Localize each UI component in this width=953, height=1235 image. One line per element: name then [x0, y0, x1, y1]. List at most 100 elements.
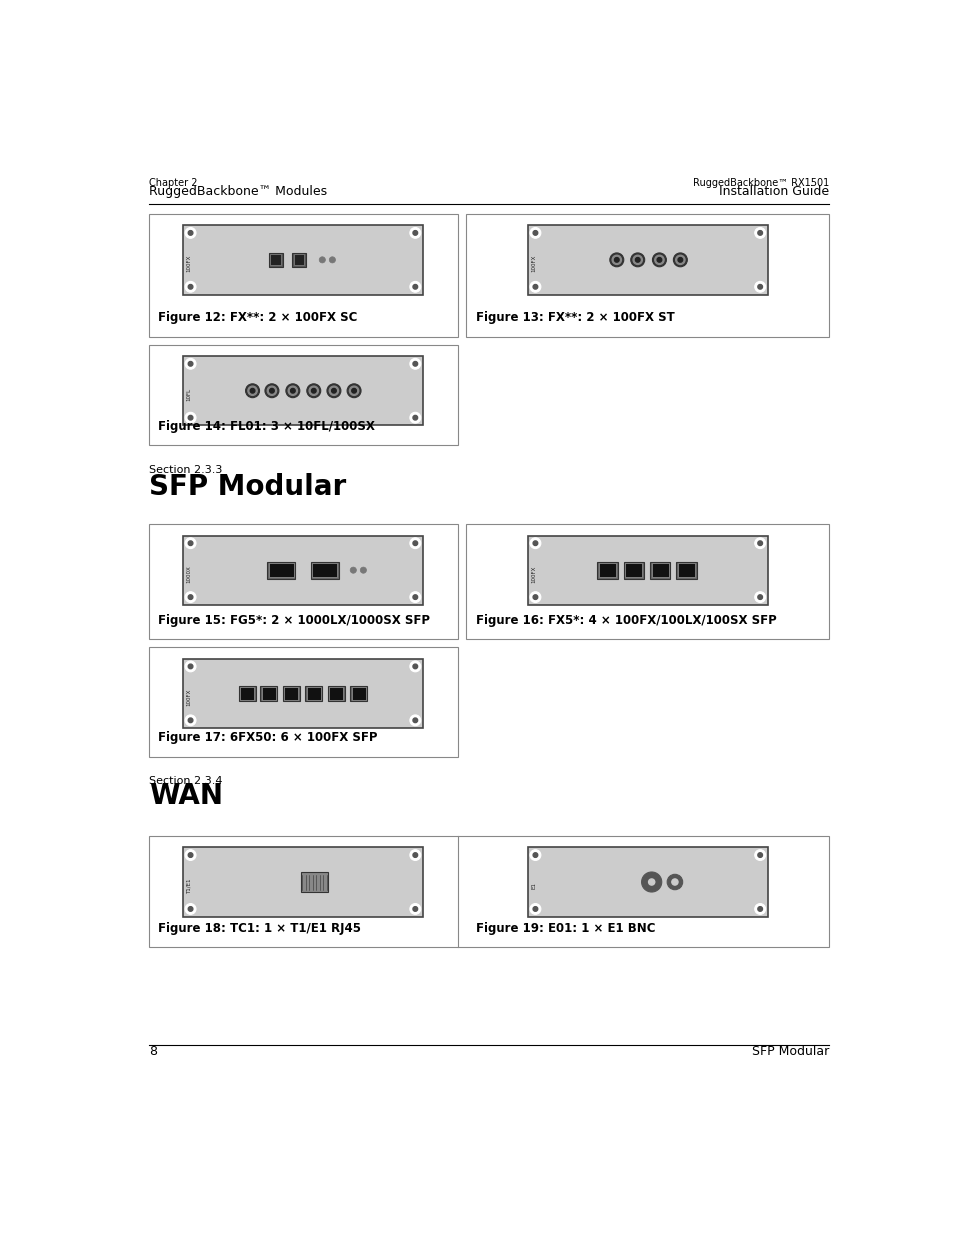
Text: T1/E1: T1/E1 — [187, 878, 192, 894]
Circle shape — [360, 567, 366, 573]
Bar — [183, 536, 422, 605]
Bar — [270, 254, 281, 266]
Bar — [329, 687, 343, 699]
Circle shape — [329, 257, 335, 263]
Circle shape — [311, 389, 315, 393]
Circle shape — [533, 541, 537, 546]
Circle shape — [185, 412, 195, 424]
Circle shape — [410, 592, 420, 603]
Bar — [238, 685, 255, 701]
Circle shape — [757, 852, 761, 857]
Bar — [292, 253, 306, 267]
Circle shape — [188, 906, 193, 911]
Text: Figure 19: E01: 1 × E1 BNC: Figure 19: E01: 1 × E1 BNC — [476, 923, 655, 935]
Circle shape — [612, 256, 620, 264]
Circle shape — [185, 227, 195, 238]
Circle shape — [291, 389, 294, 393]
Circle shape — [413, 415, 417, 420]
Circle shape — [288, 387, 297, 395]
Circle shape — [754, 537, 765, 548]
Circle shape — [185, 715, 195, 726]
Circle shape — [185, 661, 195, 672]
Text: 100FX: 100FX — [531, 254, 536, 273]
Bar — [678, 563, 695, 577]
Bar — [598, 563, 616, 577]
Circle shape — [673, 253, 686, 267]
Bar — [183, 225, 422, 294]
Text: Figure 16: FX5*: 4 × 100FX/100LX/100SX SFP: Figure 16: FX5*: 4 × 100FX/100LX/100SX S… — [476, 614, 776, 627]
Circle shape — [185, 850, 195, 861]
Circle shape — [754, 592, 765, 603]
Circle shape — [188, 362, 193, 366]
Circle shape — [410, 412, 420, 424]
Bar — [269, 563, 294, 577]
FancyBboxPatch shape — [465, 214, 828, 337]
Circle shape — [188, 541, 193, 546]
Circle shape — [250, 389, 254, 393]
Circle shape — [633, 256, 641, 264]
Text: Section 2.3.3: Section 2.3.3 — [149, 466, 222, 475]
Bar — [267, 562, 294, 579]
Circle shape — [185, 904, 195, 914]
Circle shape — [671, 879, 678, 885]
Bar — [183, 658, 422, 727]
Circle shape — [188, 718, 193, 722]
Text: E1: E1 — [531, 883, 536, 889]
Circle shape — [657, 258, 661, 262]
Bar — [260, 685, 277, 701]
Text: Installation Guide: Installation Guide — [719, 185, 828, 199]
Bar — [183, 847, 422, 916]
Circle shape — [533, 284, 537, 289]
Text: WAN: WAN — [149, 783, 222, 810]
Circle shape — [678, 258, 682, 262]
Bar — [352, 687, 365, 699]
Circle shape — [410, 715, 420, 726]
Bar — [527, 847, 767, 916]
Text: 8: 8 — [149, 1045, 156, 1058]
Circle shape — [188, 595, 193, 599]
Bar — [649, 562, 670, 579]
Circle shape — [413, 852, 417, 857]
Text: Figure 17: 6FX50: 6 × 100FX SFP: Figure 17: 6FX50: 6 × 100FX SFP — [158, 731, 377, 745]
Circle shape — [270, 389, 274, 393]
Circle shape — [641, 872, 661, 892]
Circle shape — [245, 384, 259, 398]
Circle shape — [329, 387, 338, 395]
Bar — [300, 872, 328, 892]
Bar — [240, 687, 253, 699]
Text: RuggedBackbone™ Modules: RuggedBackbone™ Modules — [149, 185, 327, 199]
Circle shape — [413, 362, 417, 366]
Circle shape — [410, 904, 420, 914]
Circle shape — [307, 384, 320, 398]
Circle shape — [410, 227, 420, 238]
Text: 1000X: 1000X — [187, 566, 192, 583]
Circle shape — [248, 387, 257, 395]
Circle shape — [654, 256, 663, 264]
Bar — [269, 253, 282, 267]
Circle shape — [188, 664, 193, 668]
Circle shape — [675, 256, 684, 264]
Circle shape — [185, 282, 195, 293]
Circle shape — [635, 258, 639, 262]
Circle shape — [185, 537, 195, 548]
Bar — [261, 687, 275, 699]
Circle shape — [530, 850, 540, 861]
Circle shape — [754, 227, 765, 238]
Circle shape — [530, 537, 540, 548]
Bar — [651, 563, 668, 577]
Circle shape — [185, 358, 195, 369]
Bar — [624, 563, 641, 577]
FancyBboxPatch shape — [149, 647, 457, 757]
Circle shape — [530, 227, 540, 238]
FancyBboxPatch shape — [465, 524, 828, 640]
Circle shape — [754, 850, 765, 861]
Bar — [312, 563, 336, 577]
Text: Section 2.3.4: Section 2.3.4 — [149, 776, 222, 785]
Bar — [597, 562, 617, 579]
Circle shape — [757, 231, 761, 235]
Bar — [307, 687, 320, 699]
Bar — [527, 536, 767, 605]
Text: 100FX: 100FX — [531, 566, 536, 583]
Circle shape — [413, 231, 417, 235]
Bar — [527, 225, 767, 294]
